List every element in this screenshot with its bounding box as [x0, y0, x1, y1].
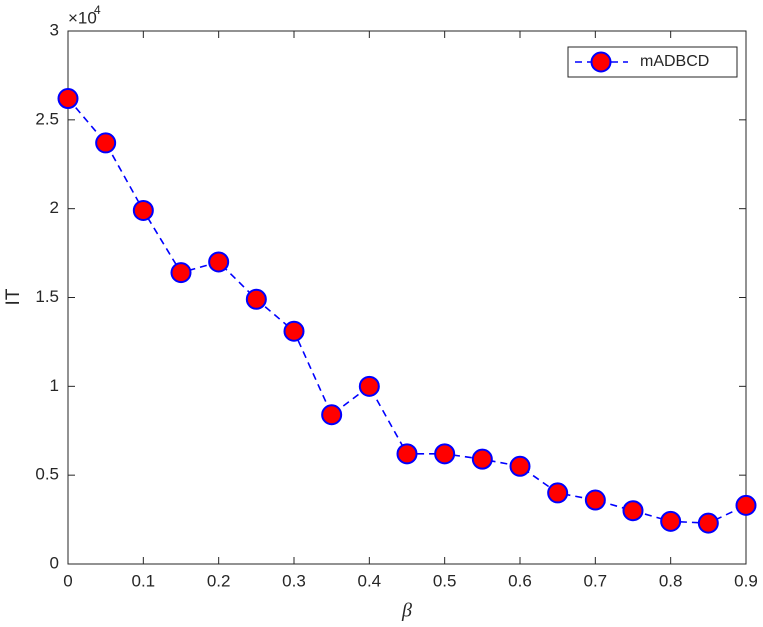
y-multiplier-base: ×10: [68, 8, 97, 27]
x-tick-label: 0.6: [508, 571, 532, 590]
data-point: [697, 512, 719, 534]
x-tick-label: 0.5: [433, 571, 457, 590]
data-point: [622, 500, 644, 522]
data-point: [57, 88, 79, 110]
x-tick-label: 0.8: [659, 571, 683, 590]
y-axis-label: IT: [3, 288, 24, 305]
data-point: [509, 455, 531, 477]
legend-label: mADBCD: [640, 53, 709, 70]
data-point: [547, 482, 569, 504]
legend-box: [567, 46, 738, 78]
x-axis-label: β: [401, 600, 412, 622]
x-tick-label: 0.2: [207, 571, 231, 590]
data-point: [95, 132, 117, 154]
data-point: [208, 251, 230, 273]
y-multiplier-exponent: 4: [94, 3, 101, 17]
y-tick-label: 3: [50, 20, 59, 39]
data-point: [170, 262, 192, 284]
x-tick-label: 0.4: [358, 571, 382, 590]
y-tick-label: 2: [50, 198, 59, 217]
x-tick-label: 0.9: [734, 571, 758, 590]
data-point: [132, 199, 154, 221]
y-tick-label: 0: [50, 553, 59, 572]
x-tick-label: 0.1: [132, 571, 156, 590]
data-point: [321, 404, 343, 426]
data-point: [396, 443, 418, 465]
y-tick-label: 1.5: [35, 287, 59, 306]
data-point: [245, 288, 267, 310]
y-tick-label: 1: [50, 376, 59, 395]
data-point: [434, 443, 456, 465]
x-tick-label: 0.7: [584, 571, 608, 590]
data-point: [358, 375, 380, 397]
data-point: [584, 489, 606, 511]
legend-marker: [590, 51, 612, 73]
data-point: [735, 494, 757, 516]
data-point: [660, 510, 682, 532]
y-tick-label: 2.5: [35, 109, 59, 128]
data-point: [471, 448, 493, 470]
x-tick-label: 0: [63, 571, 72, 590]
data-point: [283, 320, 305, 342]
x-tick-label: 0.3: [282, 571, 306, 590]
y-tick-label: 0.5: [35, 465, 59, 484]
axes-box: [67, 30, 747, 565]
